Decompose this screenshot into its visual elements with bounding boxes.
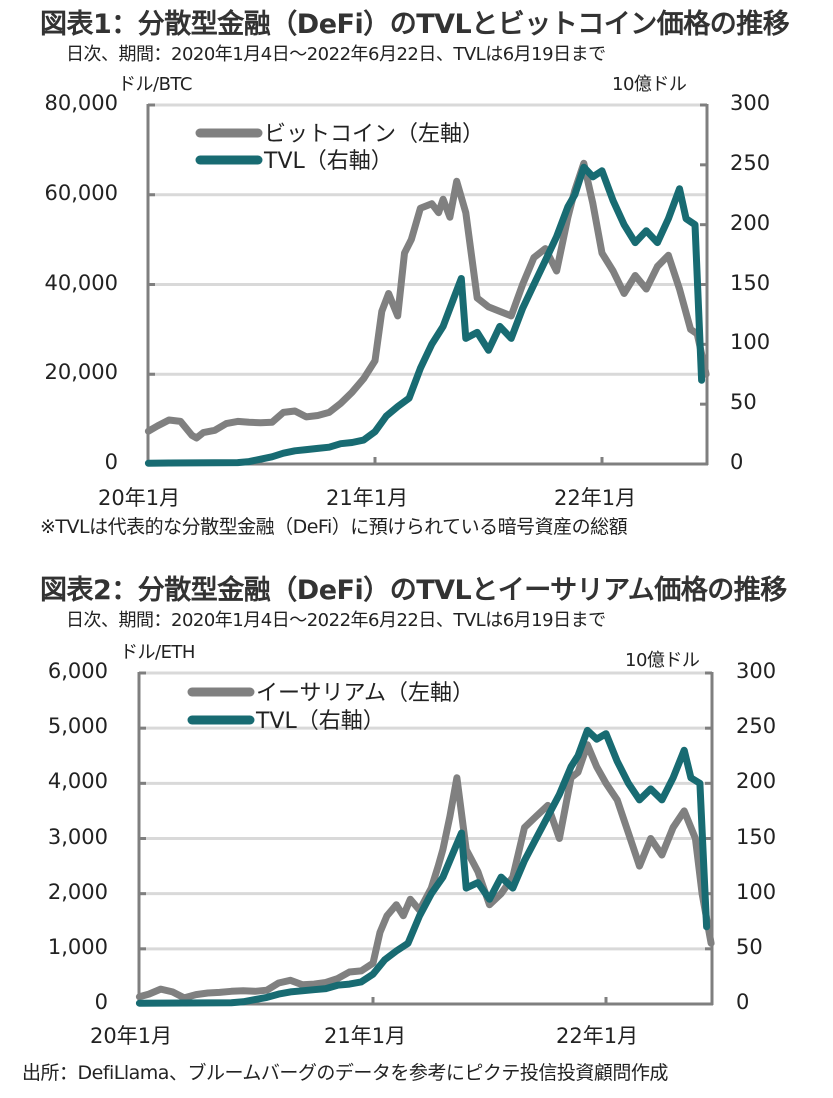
chart1-xtick-label: 22年1月 — [554, 486, 637, 510]
chart2-right-tick-label: 150 — [736, 824, 777, 849]
chart1-right-unit: 10億ドル — [612, 74, 687, 95]
chart2-xtick-label: 22年1月 — [556, 1024, 639, 1048]
chart1-footnote: ※TVLは代表的な分散型金融（DeFi）に預けられている暗号資産の総額 — [40, 516, 628, 538]
chart2-series-tvl-line — [135, 726, 711, 1007]
chart1-right-tick-label: 250 — [730, 150, 771, 175]
legend-label: TVL（右軸） — [263, 149, 393, 174]
chart2-left-unit: ドル/ETH — [120, 642, 195, 663]
legend-label: イーサリアム（左軸） — [256, 681, 474, 706]
chart1-left-tick-label: 40,000 — [44, 270, 118, 295]
chart1-right-tick-label: 200 — [730, 210, 771, 235]
chart2-right-tick-label: 250 — [736, 714, 777, 739]
chart2-right-tick-label: 200 — [736, 769, 777, 794]
legend-label: ビットコイン（左軸） — [264, 122, 484, 147]
chart2-series-price-line — [135, 741, 715, 1002]
chart1-left-tick-label: 20,000 — [44, 360, 118, 385]
chart2-left-tick-label: 1,000 — [47, 934, 108, 959]
chart2-right-unit: 10億ドル — [625, 650, 700, 671]
chart1-right-tick-label: 100 — [730, 330, 771, 355]
chart2-subtitle: 日次、期間：2020年1月4日～2022年6月22日、TVLは6月19日まで — [66, 610, 606, 631]
chart2-left-tick-label: 0 — [94, 990, 108, 1014]
chart2-left-tick-label: 4,000 — [47, 769, 108, 794]
chart2-xtick-label: 20年1月 — [90, 1024, 173, 1048]
chart2-source: 出所：DefiLlama、ブルームバーグのデータを参考にピクテ投信投資顧問作成 — [22, 1062, 668, 1084]
chart2-xtick-label: 21年1月 — [324, 1024, 407, 1048]
chart1-right-tick-label: 50 — [730, 390, 757, 415]
chart1-xtick-label: 20年1月 — [98, 486, 181, 510]
chart2-right-tick-label: 50 — [736, 934, 763, 959]
chart2-left-tick-label: 5,000 — [47, 714, 108, 739]
chart2-left-tick-label: 6,000 — [47, 659, 108, 683]
chart1-right-tick-label: 0 — [730, 450, 744, 474]
chart1-subtitle: 日次、期間：2020年1月4日～2022年6月22日、TVLは6月19日まで — [66, 44, 606, 65]
chart1-left-unit: ドル/BTC — [118, 74, 192, 95]
chart1-right-tick-label: 300 — [730, 91, 771, 115]
legend-label: TVL（右軸） — [255, 709, 385, 734]
chart1-xtick-label: 21年1月 — [326, 486, 409, 510]
chart2-left-tick-label: 2,000 — [47, 879, 108, 904]
chart1-left-tick-label: 0 — [104, 450, 118, 474]
chart1-left-tick-label: 60,000 — [44, 180, 118, 205]
chart2-right-tick-label: 100 — [736, 879, 777, 904]
chart1-right-tick-label: 150 — [730, 270, 771, 295]
chart2-title: 図表2：分散型金融（DeFi）のTVLとイーサリアム価格の推移 — [40, 575, 787, 606]
chart2-left-tick-label: 3,000 — [47, 824, 108, 849]
chart1-title: 図表1：分散型金融（DeFi）のTVLとビットコイン価格の推移 — [40, 9, 790, 40]
chart2-right-tick-label: 0 — [736, 990, 750, 1014]
chart1-plot: ビットコイン（左軸）TVL（右軸） — [144, 103, 710, 467]
chart1-left-tick-label: 80,000 — [44, 91, 118, 115]
chart2-right-tick-label: 300 — [736, 659, 777, 683]
